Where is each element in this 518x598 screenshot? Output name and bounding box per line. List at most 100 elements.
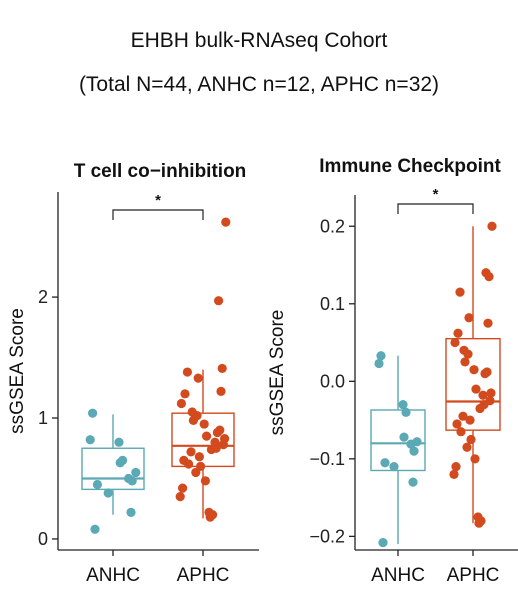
data-point bbox=[466, 434, 476, 445]
points-aphc bbox=[449, 221, 497, 528]
data-point bbox=[212, 427, 222, 438]
data-point bbox=[452, 419, 462, 429]
data-point bbox=[206, 444, 216, 455]
data-point bbox=[182, 367, 192, 377]
chart-t-cell-co-inhibition: T cell co−inhibition ssGSEA Score 0 1 2 ANHC A… bbox=[7, 161, 259, 586]
y-tick-label: 2 bbox=[38, 287, 48, 307]
data-point bbox=[126, 507, 136, 517]
data-point bbox=[194, 452, 204, 462]
data-point bbox=[463, 349, 473, 359]
data-point bbox=[380, 458, 390, 468]
data-point bbox=[193, 373, 203, 383]
box-iqr bbox=[81, 447, 145, 491]
data-point bbox=[475, 403, 485, 414]
data-point bbox=[202, 431, 212, 441]
data-point bbox=[406, 439, 416, 449]
data-point bbox=[378, 537, 388, 548]
panel-title: T cell co−inhibition bbox=[74, 161, 247, 182]
data-point bbox=[399, 432, 409, 442]
data-point bbox=[483, 318, 493, 328]
data-point bbox=[115, 458, 125, 468]
data-point bbox=[462, 442, 472, 452]
data-point bbox=[221, 217, 231, 227]
x-tick-label-anhc: ANHC bbox=[371, 565, 425, 586]
box-iqr bbox=[445, 337, 501, 431]
data-point bbox=[176, 398, 186, 409]
data-point bbox=[470, 454, 480, 464]
data-point bbox=[199, 419, 209, 429]
y-axis-label: ssGSEA Score bbox=[267, 310, 288, 436]
data-point bbox=[408, 477, 418, 487]
data-point bbox=[214, 296, 224, 306]
data-point bbox=[398, 399, 408, 410]
y-tick-label: 0.0 bbox=[320, 371, 345, 391]
data-point bbox=[464, 313, 474, 323]
significance-bracket bbox=[397, 203, 474, 214]
data-point bbox=[127, 476, 137, 486]
data-point bbox=[186, 447, 196, 457]
box-iqr bbox=[370, 409, 426, 472]
points-anhc bbox=[374, 351, 422, 548]
data-point bbox=[218, 440, 228, 450]
y-tick-label: −0.2 bbox=[309, 526, 345, 546]
panel-title: Immune Checkpoint bbox=[319, 156, 501, 177]
data-point bbox=[458, 411, 468, 421]
data-point bbox=[114, 437, 124, 447]
data-point bbox=[92, 479, 102, 490]
data-point bbox=[455, 287, 465, 297]
data-point bbox=[374, 358, 384, 369]
x-tick-label-aphc: APHC bbox=[447, 565, 500, 586]
data-point bbox=[486, 388, 496, 398]
x-tick-label-aphc: APHC bbox=[177, 565, 230, 586]
box-anhc bbox=[81, 414, 145, 515]
data-point bbox=[451, 461, 461, 472]
data-point bbox=[474, 518, 484, 528]
data-point bbox=[88, 408, 98, 418]
significance-marker: * bbox=[155, 192, 161, 209]
data-point bbox=[184, 459, 194, 469]
y-axis-label: ssGSEA Score bbox=[7, 308, 28, 434]
data-point bbox=[175, 492, 185, 502]
data-point bbox=[103, 488, 113, 498]
data-point bbox=[205, 512, 215, 522]
data-point bbox=[178, 483, 188, 493]
data-point bbox=[453, 328, 463, 338]
significance-marker: * bbox=[433, 186, 439, 203]
data-point bbox=[191, 467, 201, 478]
x-tick-label-anhc: ANHC bbox=[86, 565, 140, 586]
figure-subtitle: (Total N=44, ANHC n=12, APHC n=32) bbox=[78, 73, 440, 96]
points-anhc bbox=[85, 408, 141, 534]
data-point bbox=[131, 467, 141, 478]
data-point bbox=[401, 407, 411, 417]
y-tick-label: 0.2 bbox=[320, 216, 345, 236]
data-point bbox=[460, 357, 470, 367]
data-point bbox=[389, 461, 399, 472]
significance-bracket bbox=[112, 209, 204, 220]
data-point bbox=[478, 390, 488, 400]
data-point bbox=[487, 221, 497, 231]
points-aphc bbox=[175, 217, 231, 522]
data-point bbox=[484, 272, 494, 282]
data-point bbox=[471, 384, 481, 394]
data-point bbox=[200, 476, 210, 486]
data-point bbox=[376, 351, 386, 361]
data-point bbox=[465, 415, 475, 425]
data-point bbox=[450, 337, 460, 348]
data-point bbox=[480, 368, 490, 379]
figure-title: EHBH bulk-RNAseq Cohort bbox=[130, 29, 388, 52]
data-point bbox=[409, 446, 419, 456]
data-point bbox=[216, 386, 226, 397]
data-point bbox=[85, 435, 95, 445]
y-tick-label: 0.1 bbox=[320, 294, 345, 314]
y-tick-label: −0.1 bbox=[309, 449, 345, 469]
data-point bbox=[90, 524, 100, 534]
y-tick-label: 0 bbox=[38, 529, 48, 549]
data-point bbox=[217, 363, 227, 374]
data-point bbox=[456, 427, 466, 437]
data-point bbox=[449, 469, 459, 479]
y-tick-label: 1 bbox=[38, 408, 48, 428]
data-point bbox=[188, 415, 198, 426]
data-point bbox=[469, 365, 479, 375]
data-point bbox=[180, 389, 190, 399]
